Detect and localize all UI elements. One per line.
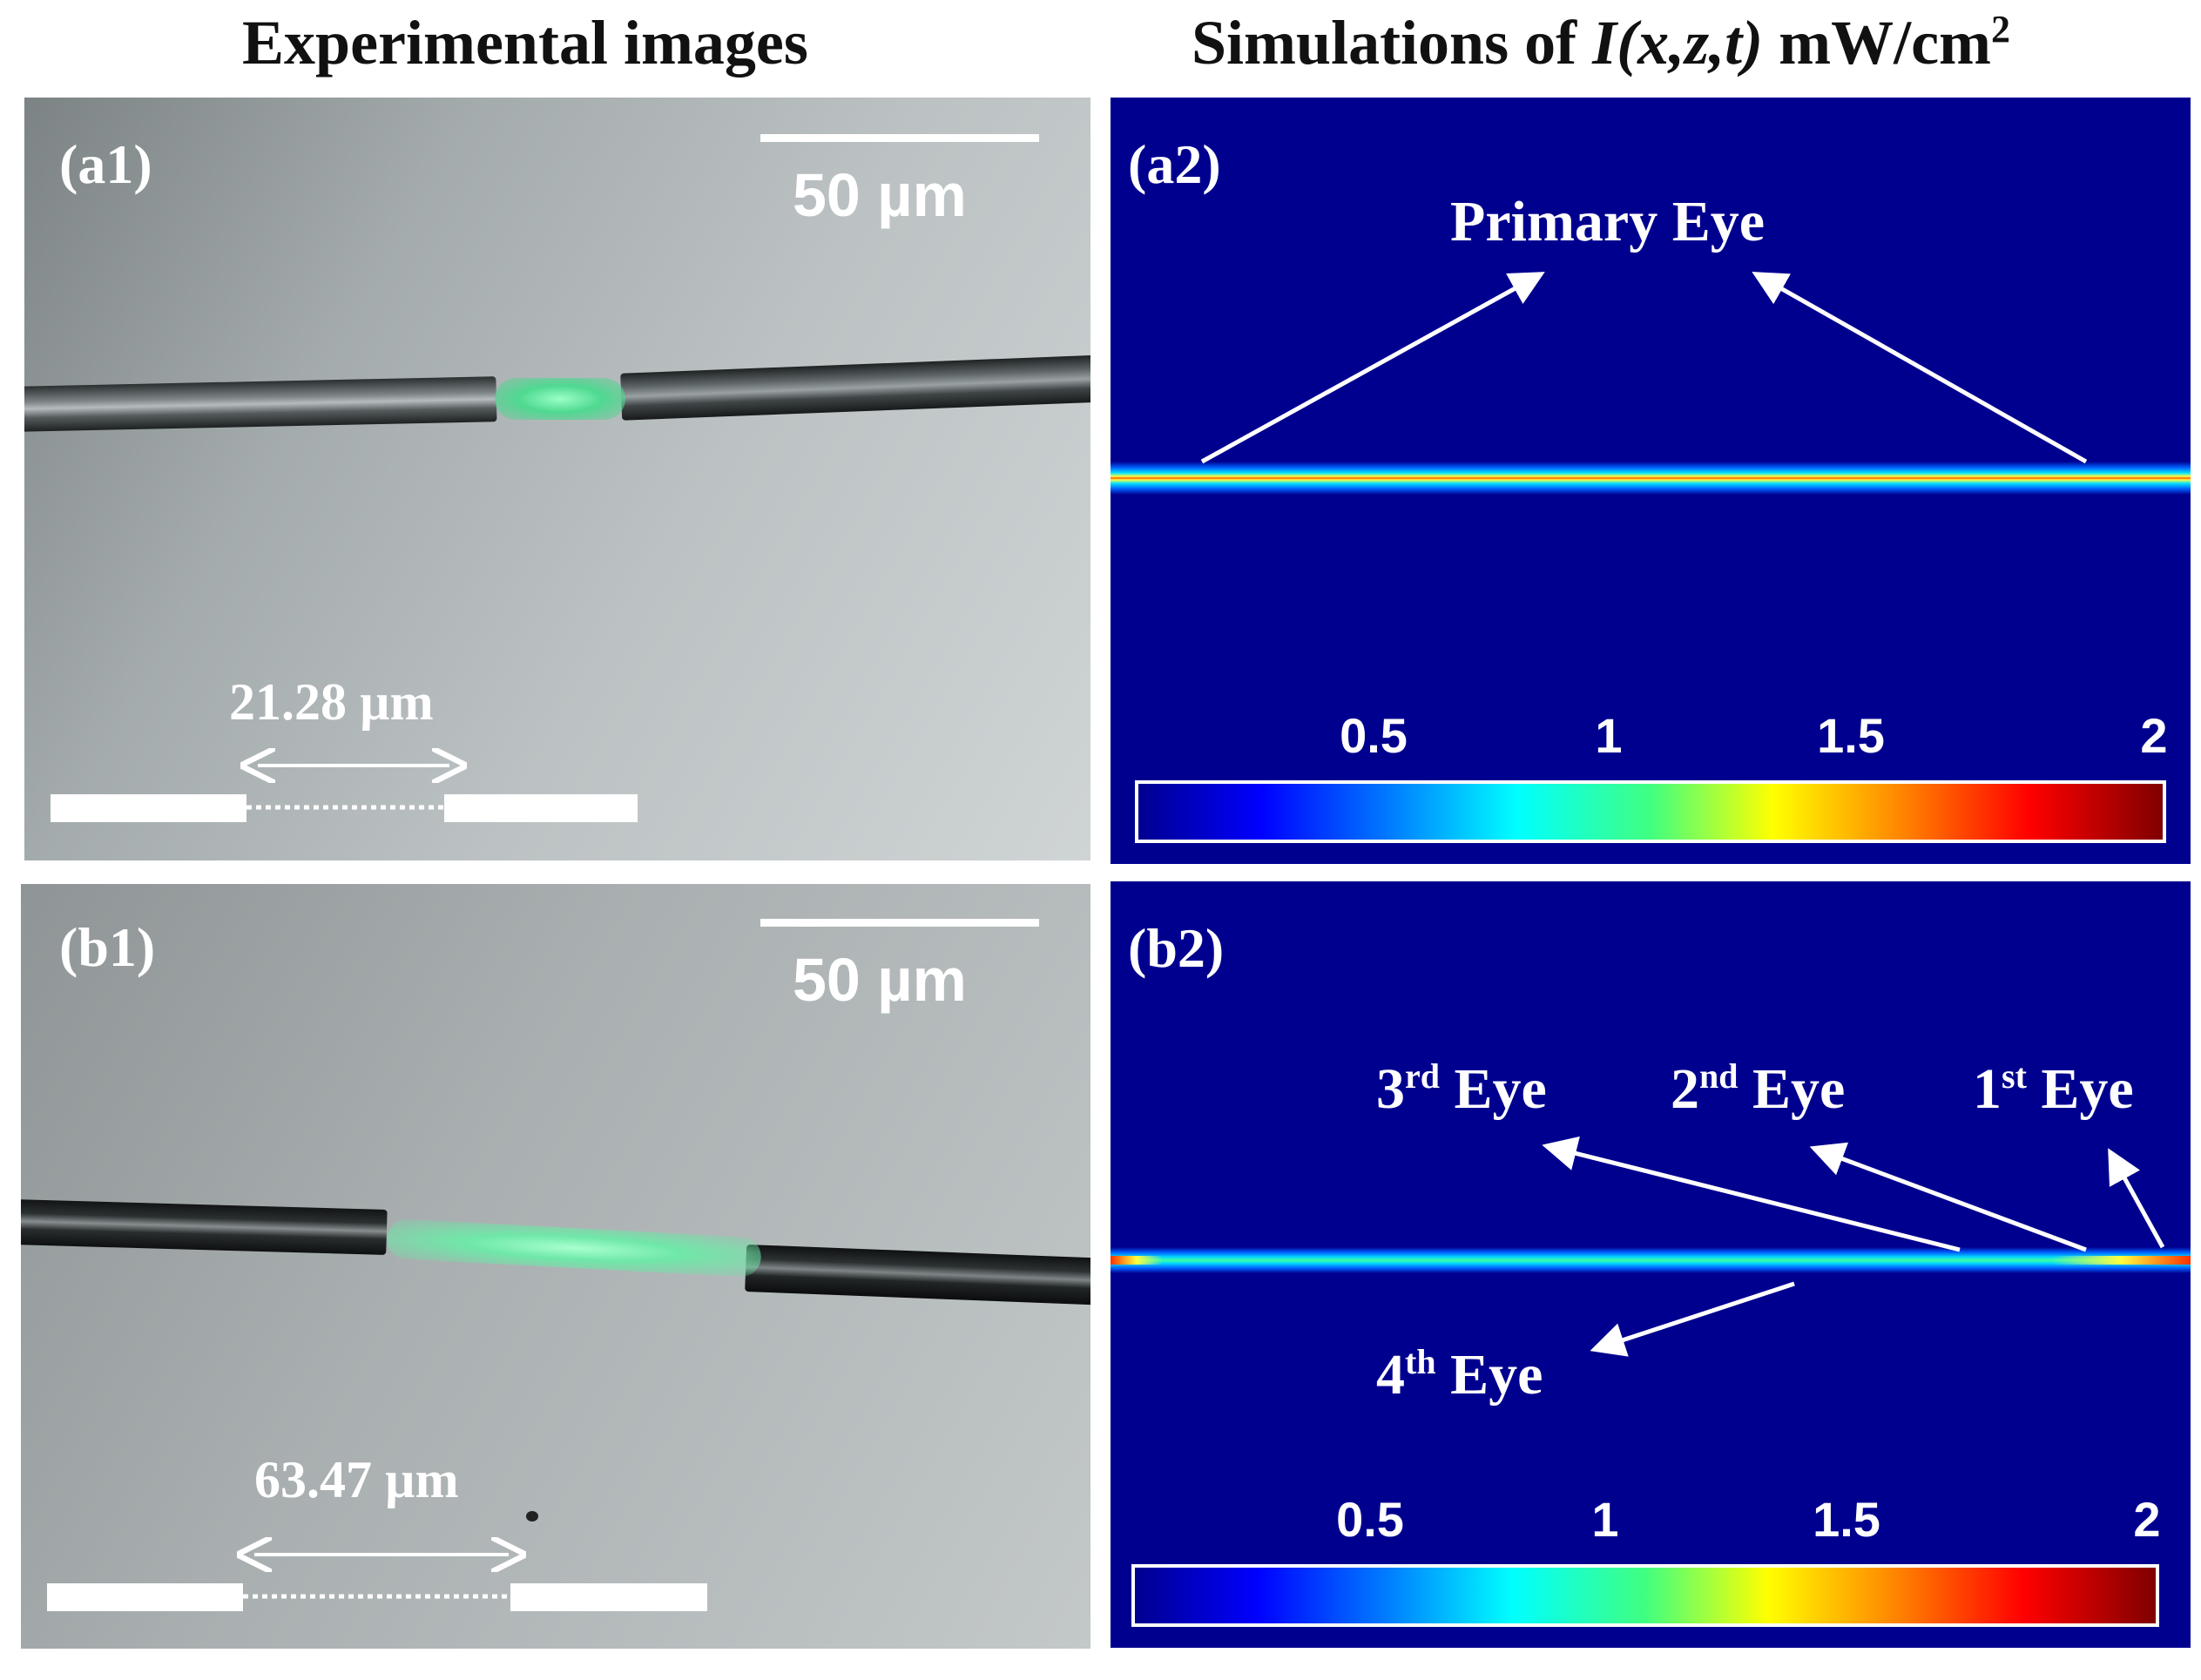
- eye-1-word: Eye: [2026, 1057, 2134, 1121]
- eye-4-num: 4: [1376, 1343, 1405, 1407]
- panel-b2-beam: [1111, 1247, 2191, 1273]
- header-experimental: Experimental images: [242, 8, 808, 78]
- eye-4-sup: th: [1405, 1342, 1436, 1381]
- eye-1-sup: st: [2002, 1056, 2027, 1096]
- panel-b1-gap-bar-left: [47, 1583, 243, 1611]
- panel-b2-beam-hotspot-left: [1111, 1256, 1163, 1265]
- panel-b2: (b2) 3rd Eye 2nd Eye 1st Eye 4th Eye 0.5…: [1111, 881, 2191, 1648]
- panel-b2-cbar-tick-2: 1: [1591, 1492, 1619, 1547]
- panel-b2-arrows: [1542, 1136, 2165, 1357]
- panel-b1: (b1) 50 µm 63.47 µm: [21, 884, 1090, 1649]
- panel-a2-label: (a2): [1128, 133, 1221, 195]
- panel-b1-label: (b1): [59, 916, 156, 978]
- eye-1-num: 1: [1973, 1057, 2002, 1121]
- panel-b2-cbar-tick-1: 0.5: [1336, 1492, 1404, 1547]
- panel-a1-gap-text: 21.28 µm: [229, 673, 434, 731]
- panel-b2-colorbar: [1131, 1564, 2159, 1627]
- panel-a2-cbar-tick-4: 2: [2140, 708, 2168, 763]
- panel-a1-gap-arrow: [24, 98, 1090, 810]
- panel-a1-green-beam: [495, 378, 625, 420]
- eye-3-word: Eye: [1440, 1057, 1547, 1121]
- panel-b2-label: (b2): [1128, 917, 1225, 979]
- panel-a2-arrows: [1200, 272, 2088, 464]
- panel-b2-eye-3: 3rd Eye: [1376, 1056, 1547, 1123]
- eye-3-sup: rd: [1405, 1056, 1440, 1096]
- panel-a2: (a2) Primary Eye 0.5 1 1.5 2: [1111, 98, 2191, 864]
- panel-a1-label: (a1): [59, 133, 152, 195]
- panel-a2-beam: [1111, 462, 2191, 495]
- panel-a1-scale-text: 50 µm: [793, 161, 967, 229]
- panel-a1-gap-bar-left: [51, 794, 246, 822]
- panel-a2-cbar-tick-2: 1: [1595, 708, 1623, 763]
- panel-a1-scale-bar: [760, 134, 1039, 142]
- panel-a1-gap-bar-right: [444, 794, 638, 822]
- panel-b2-eye-1: 1st Eye: [1973, 1056, 2134, 1123]
- panel-b1-scale-text: 50 µm: [793, 946, 967, 1014]
- eye-2-sup: nd: [1699, 1056, 1739, 1096]
- panel-b1-gap-text: 63.47 µm: [254, 1451, 459, 1508]
- eye-2-word: Eye: [1738, 1057, 1846, 1121]
- panel-b2-cbar-tick-3: 1.5: [1813, 1492, 1880, 1547]
- panel-b1-gap-bar-right: [510, 1583, 707, 1611]
- panel-b1-debris: [526, 1511, 538, 1521]
- eye-2-num: 2: [1671, 1057, 1699, 1121]
- panel-a2-cbar-tick-3: 1.5: [1817, 708, 1885, 763]
- eye-3-num: 3: [1376, 1057, 1405, 1121]
- panel-a1: (a1) 50 µm 21.28 µm: [24, 98, 1090, 860]
- panel-b2-beam-hotspot-right: [2051, 1256, 2191, 1265]
- panel-b2-eye-2: 2nd Eye: [1671, 1056, 1845, 1123]
- panel-a2-cbar-tick-1: 0.5: [1340, 708, 1408, 763]
- panel-b2-eye-4: 4th Eye: [1376, 1341, 1543, 1408]
- header-sim-unit: mW/cm: [1763, 8, 1992, 78]
- header-sim-function: I(x,z,t): [1592, 8, 1764, 78]
- panel-a2-colorbar: [1135, 780, 2166, 843]
- eye-4-word: Eye: [1435, 1343, 1543, 1407]
- panel-a2-annotation: Primary Eye: [1450, 190, 1766, 253]
- panel-b2-cbar-tick-4: 2: [2133, 1492, 2161, 1547]
- panel-b1-scale-bar: [760, 919, 1039, 927]
- header-simulations: Simulations of I(x,z,t) mW/cm2: [1192, 7, 2010, 79]
- header-sim-unit-sup: 2: [1991, 8, 2011, 51]
- header-sim-prefix: Simulations of: [1192, 8, 1593, 78]
- panel-b1-gap-arrow: [21, 884, 1090, 1599]
